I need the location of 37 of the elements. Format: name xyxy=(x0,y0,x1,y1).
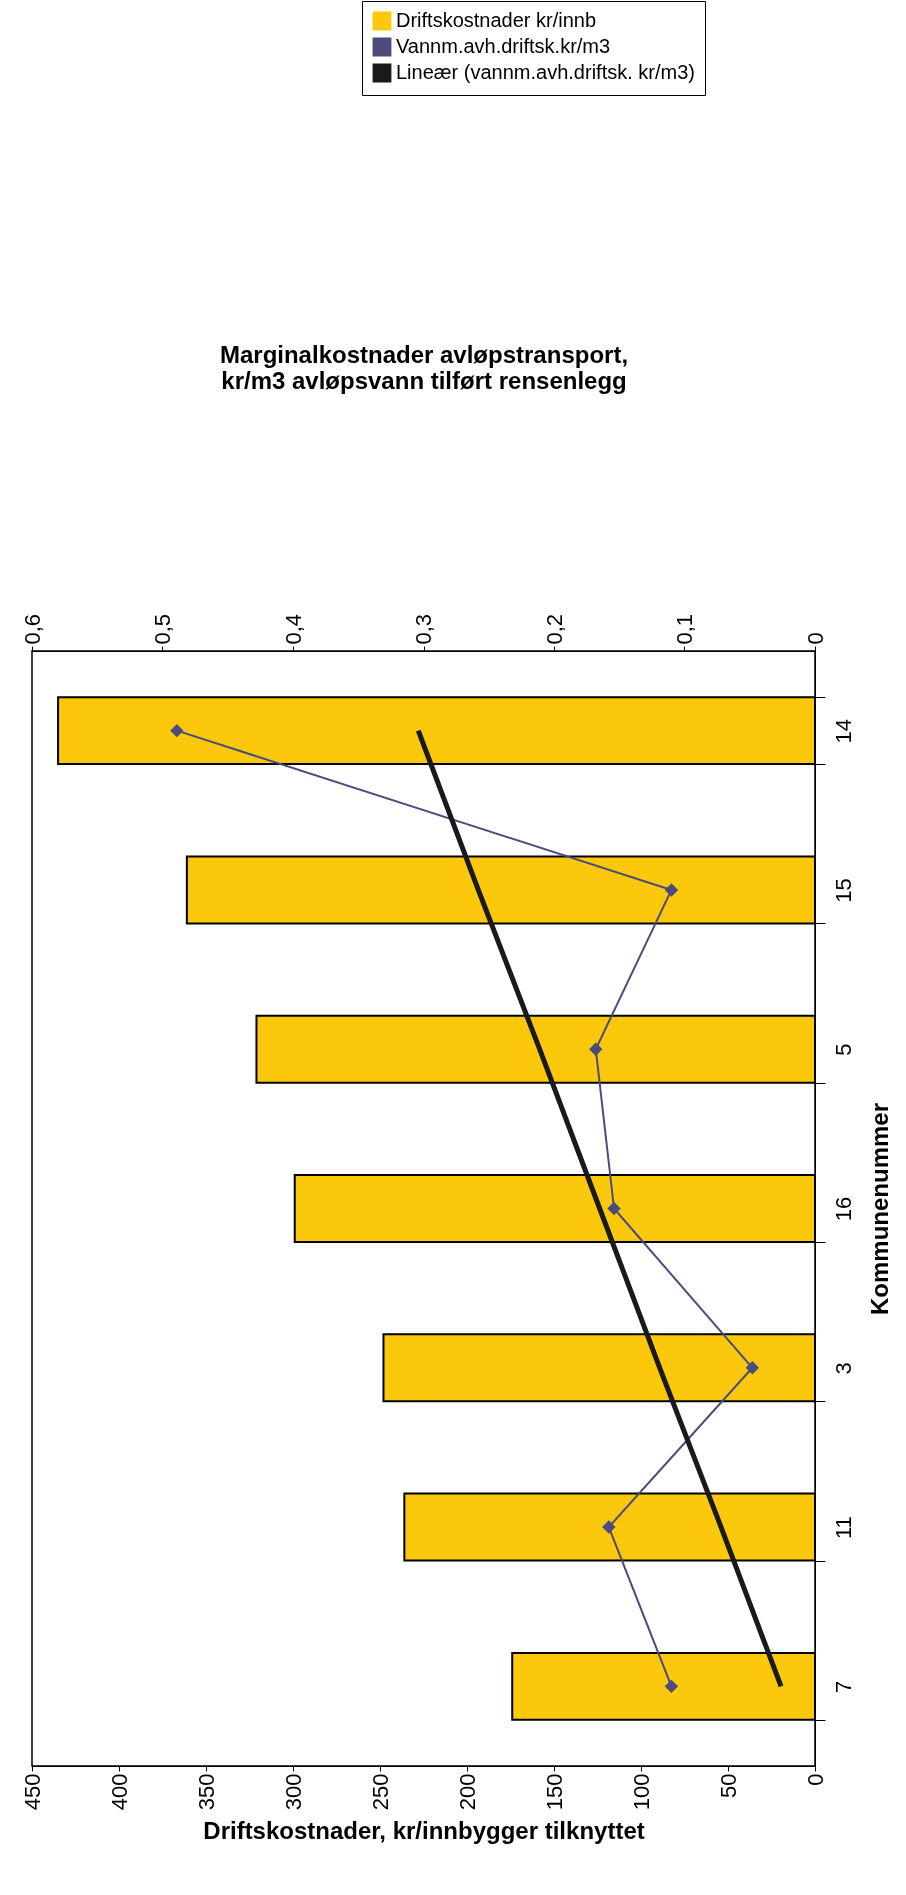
x-tick-label: 250 xyxy=(367,1773,393,1811)
legend-label: Vannm.avh.driftsk.kr/m3 xyxy=(396,35,611,57)
legend-label: Lineær (vannm.avh.driftsk. kr/m3) xyxy=(396,61,695,83)
x-tick-label: 450 xyxy=(19,1773,45,1811)
x-tick-label: 150 xyxy=(541,1773,567,1811)
point xyxy=(664,1679,679,1694)
y-tick-label: 7 xyxy=(830,1680,856,1693)
y-tick-label: 11 xyxy=(830,1516,856,1539)
y-tick-label: 15 xyxy=(830,878,856,903)
point xyxy=(745,1361,760,1375)
x-tick-label: 350 xyxy=(193,1773,219,1811)
point xyxy=(607,1201,621,1216)
x2-tick-label: 0,5 xyxy=(150,613,175,645)
y-axis-title: Kommunenummer xyxy=(865,1102,893,1316)
x-tick-label: 0 xyxy=(802,1773,828,1786)
x-tick-label: 300 xyxy=(280,1773,306,1811)
y-tick-label: 5 xyxy=(830,1043,856,1056)
legend-label: Driftskostnader kr/innb xyxy=(396,9,597,31)
x-tick-label: 400 xyxy=(106,1773,132,1811)
x2-tick-label: 0,1 xyxy=(672,613,697,645)
point xyxy=(589,1042,603,1056)
x-axis-title: Driftskostnader, kr/innbygger tilknyttet xyxy=(203,1817,645,1845)
x2-tick-label: 0,3 xyxy=(411,613,436,645)
point xyxy=(664,883,679,897)
y-tick-label: 14 xyxy=(830,718,856,744)
x2-tick-label: 0 xyxy=(802,632,828,645)
x2-tick-label: 0,2 xyxy=(541,613,567,645)
point xyxy=(602,1520,616,1534)
y-tick-label: 16 xyxy=(830,1196,856,1222)
x2-axis-title: Marginalkostnader avløpstransport, kr/m3 avløpsvann tilført rensenlegg xyxy=(219,340,629,394)
x-tick-label: 50 xyxy=(715,1773,741,1798)
x-tick-label: 200 xyxy=(454,1773,480,1811)
x-tick-label: 100 xyxy=(628,1773,654,1811)
x2-tick-label: 0,6 xyxy=(19,613,45,645)
point xyxy=(170,723,184,738)
y-tick-label: 3 xyxy=(830,1362,856,1375)
x2-tick-label: 0,4 xyxy=(280,613,306,645)
